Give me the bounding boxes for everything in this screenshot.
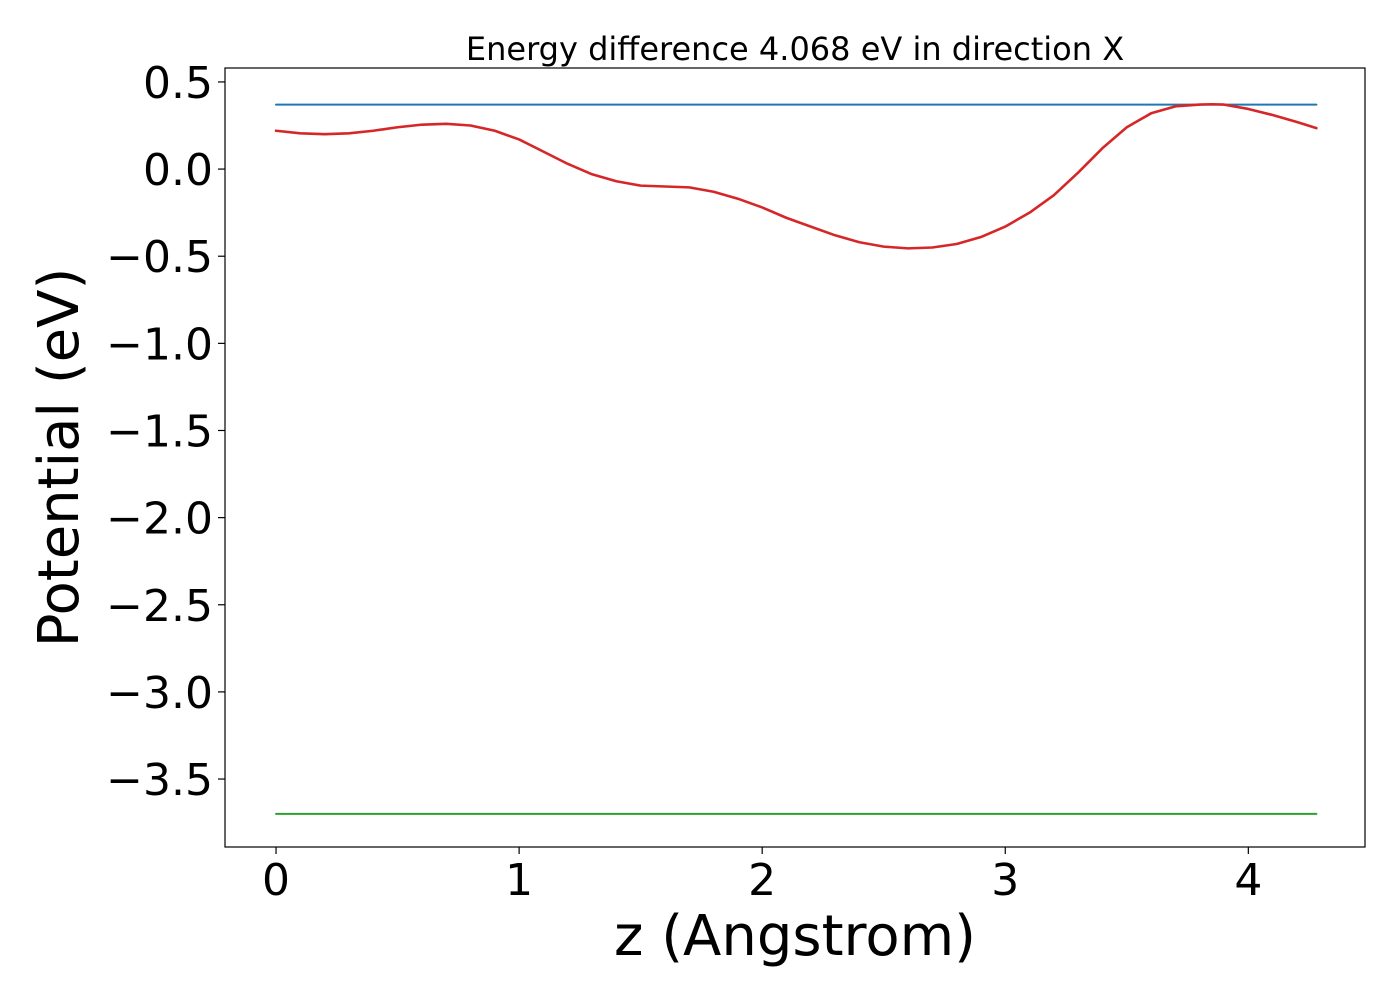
plot-area-frame [224, 67, 1366, 848]
y-tick-label: −2.5 [106, 581, 213, 632]
x-axis-title: z (Angstrom) [614, 904, 976, 969]
x-tick-label: 4 [1234, 855, 1262, 906]
x-tick-label: 2 [748, 855, 776, 906]
chart-title: Energy difference 4.068 eV in direction … [466, 30, 1124, 68]
y-tick-label: −2.0 [106, 494, 213, 545]
x-tick-label: 0 [262, 855, 290, 906]
series-line-3 [274, 102, 1318, 250]
y-tick-label: −1.0 [106, 319, 213, 370]
y-axis-title: Potential (eV) [27, 268, 92, 648]
x-tick-label: 1 [505, 855, 533, 906]
y-axis-ticks: 0.5 0.0 −0.5 −1.0 −1.5 −2.0 −2.5 −3.0 −3.5 [106, 58, 225, 806]
y-tick-label: 0.5 [143, 58, 213, 109]
y-tick-label: 0.0 [143, 145, 213, 196]
y-tick-label: −3.0 [106, 668, 213, 719]
x-axis-ticks: 0 1 2 3 4 [262, 847, 1262, 906]
x-tick-label: 3 [991, 855, 1019, 906]
plot-series [274, 102, 1318, 815]
y-tick-label: −1.5 [106, 406, 213, 457]
y-tick-label: −0.5 [106, 232, 213, 283]
y-tick-label: −3.5 [106, 755, 213, 806]
